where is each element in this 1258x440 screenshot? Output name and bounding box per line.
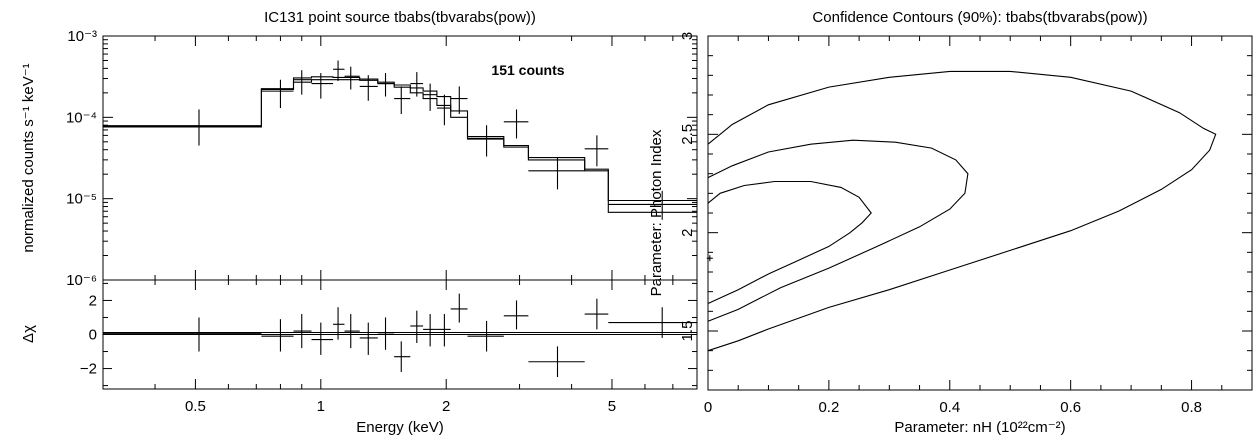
contour-yticks: 1.5 2 2.5 3: [679, 32, 1252, 391]
contour-xtick-label: 0.6: [1060, 399, 1081, 416]
spectrum-xtick-label: 5: [608, 398, 616, 415]
spectrum-data-point: [467, 125, 504, 157]
contour-title: Confidence Contours (90%): tbabs(tbvarab…: [812, 9, 1147, 26]
spectrum-residuals: [103, 293, 697, 378]
residual-ytick-label: 2: [89, 292, 97, 309]
contour-inner: [707, 180, 872, 305]
residual-ylabel: Δχ: [20, 325, 37, 343]
contour-xlabel: Parameter: nH (10²²cm⁻²): [894, 419, 1065, 436]
contour-middle: [707, 139, 969, 322]
residual-point: [528, 346, 585, 378]
spectrum-data-point: [584, 135, 609, 167]
contour-best-fit: [706, 255, 713, 262]
spectrum-data-point: [333, 60, 345, 81]
residual-point: [436, 314, 451, 347]
spectrum-xticks: 0.5 1 2 5: [102, 36, 698, 415]
spectrum-top-yticks: 10⁻³ 10⁻⁴ 10⁻⁵ 10⁻⁶: [66, 28, 697, 289]
residual-point: [293, 314, 312, 349]
contour-chart: Confidence Contours (90%): tbabs(tbvarab…: [648, 9, 1253, 436]
spectrum-data-point: [436, 94, 451, 126]
spectrum-data-point: [261, 79, 294, 109]
contour-xticks: 0 0.2 0.4 0.6 0.8: [704, 36, 1253, 416]
spectrum-data-point: [608, 190, 697, 220]
contour-ytick-label: 1.5: [679, 321, 696, 342]
residual-ytick-label: −2: [80, 361, 97, 378]
spectrum-data-point: [394, 86, 411, 114]
spectrum-data-point: [423, 83, 437, 111]
spectrum-xtick-label: 2: [442, 398, 450, 415]
residual-point: [311, 322, 334, 355]
spectrum-ytick-label: 10⁻⁵: [66, 191, 97, 208]
spectrum-residual-yticks: −2 0 2: [80, 282, 697, 387]
spectrum-data-point: [359, 75, 378, 101]
residual-point: [344, 314, 360, 349]
residual-ytick-label: 0: [89, 327, 97, 344]
contour-xtick-label: 0.2: [818, 399, 839, 416]
contour-ytick-label: 2: [679, 228, 696, 236]
contour-ytick-label: 3: [679, 32, 696, 40]
spectrum-model-b: [103, 79, 697, 213]
spectrum-data-point: [410, 72, 424, 97]
spectrum-title: IC131 point source tbabs(tbvarabs(pow)): [264, 9, 536, 26]
spectrum-data-point: [311, 73, 334, 99]
residual-point: [394, 341, 411, 372]
residual-point: [261, 319, 294, 352]
contour-ylabel: Parameter: Photon Index: [648, 129, 665, 296]
spectrum-xtick-label: 1: [317, 398, 325, 415]
spectrum-xlabel: Energy (keV): [356, 419, 444, 436]
contour-frame: [707, 35, 1253, 391]
spectrum-data-point: [293, 70, 312, 95]
spectrum-ytick-label: 10⁻⁴: [66, 109, 97, 126]
spectrum-xtick-label: 0.5: [185, 398, 206, 415]
spectrum-chart: IC131 point source tbabs(tbvarabs(pow)) …: [20, 9, 698, 436]
contour-outer: [707, 70, 1217, 352]
contour-xtick-label: 0: [704, 399, 712, 416]
residual-point: [584, 298, 609, 330]
contour-lines: [707, 70, 1217, 352]
residual-point: [359, 322, 378, 355]
spectrum-data-point: [450, 86, 468, 114]
contour-xtick-label: 0.4: [939, 399, 960, 416]
spectrum-top-frame: [102, 35, 698, 281]
spectrum-data-points: [103, 60, 697, 220]
spectrum-data-point: [344, 66, 360, 90]
spectrum-data-point: [528, 157, 585, 190]
residual-point: [503, 300, 529, 330]
residual-point: [103, 317, 262, 352]
spectrum-data-point: [377, 73, 395, 97]
residual-point: [423, 314, 437, 347]
contour-ytick-label: 2.5: [679, 124, 696, 145]
contour-xtick-label: 0.8: [1181, 399, 1202, 416]
residual-point: [450, 293, 468, 323]
residual-point: [377, 317, 395, 350]
spectrum-data-point: [503, 109, 529, 139]
counts-annotation: 151 counts: [491, 62, 564, 78]
spectrum-model-steps: [103, 76, 697, 213]
spectrum-data-point: [103, 109, 262, 146]
residual-point: [410, 310, 424, 344]
spectrum-ytick-label: 10⁻⁶: [66, 272, 97, 289]
residual-point: [333, 307, 345, 340]
spectrum-ytick-label: 10⁻³: [67, 28, 97, 45]
residual-point: [467, 320, 504, 352]
spectrum-ylabel: normalized counts s⁻¹ keV⁻¹: [20, 63, 37, 252]
